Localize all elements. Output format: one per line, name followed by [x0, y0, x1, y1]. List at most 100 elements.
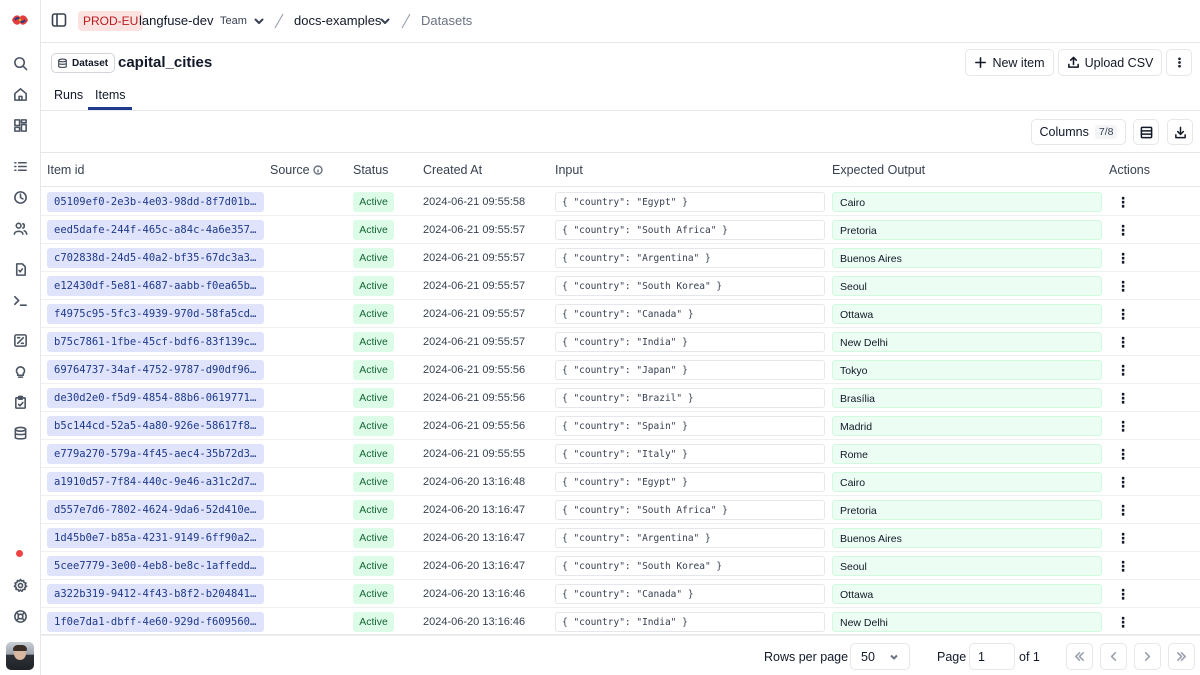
- col-source[interactable]: Source: [270, 163, 323, 177]
- table-row[interactable]: de30d2e0-f5d9-4854-88b6-0619771b8... Acti…: [41, 384, 1200, 412]
- expected-output-cell[interactable]: Ottawa: [832, 584, 1102, 604]
- item-id-cell[interactable]: d557e7d6-7802-4624-9da6-52d410ea5...: [47, 500, 264, 520]
- more-options-button[interactable]: [1166, 49, 1192, 76]
- input-cell[interactable]: { "country": "Egypt" }: [555, 192, 825, 212]
- input-cell[interactable]: { "country": "Argentina" }: [555, 528, 825, 548]
- input-cell[interactable]: { "country": "South Korea" }: [555, 556, 825, 576]
- expected-output-cell[interactable]: Pretoria: [832, 220, 1102, 240]
- table-row[interactable]: f4975c95-5fc3-4939-970d-58fa5cd48... Acti…: [41, 300, 1200, 328]
- sidebar-toggle-icon[interactable]: [51, 12, 69, 30]
- table-row[interactable]: b5c144cd-52a5-4a80-926e-58617f895... Acti…: [41, 412, 1200, 440]
- col-status[interactable]: Status: [353, 163, 389, 177]
- item-id-cell[interactable]: 05109ef0-2e3b-4e03-98dd-8f7d01b61f...: [47, 192, 264, 212]
- row-actions-more-icon[interactable]: ⋮: [1116, 558, 1130, 574]
- rows-per-page-select[interactable]: 50: [850, 643, 910, 670]
- input-cell[interactable]: { "country": "Canada" }: [555, 304, 825, 324]
- item-id-cell[interactable]: 69764737-34af-4752-9787-d90df9616...: [47, 360, 264, 380]
- row-actions-more-icon[interactable]: ⋮: [1116, 222, 1130, 238]
- table-row[interactable]: 1d45b0e7-b85a-4231-9149-6ff90a294... Acti…: [41, 524, 1200, 552]
- expected-output-cell[interactable]: Ottawa: [832, 304, 1102, 324]
- item-id-cell[interactable]: de30d2e0-f5d9-4854-88b6-0619771b8...: [47, 388, 264, 408]
- support-icon[interactable]: [10, 606, 30, 626]
- next-page-button[interactable]: [1134, 643, 1161, 670]
- lightbulb-icon[interactable]: [10, 361, 30, 381]
- table-row[interactable]: a322b319-9412-4f43-b8f2-b20484127f... Act…: [41, 580, 1200, 608]
- expected-output-cell[interactable]: Cairo: [832, 472, 1102, 492]
- expected-output-cell[interactable]: Pretoria: [832, 500, 1102, 520]
- input-cell[interactable]: { "country": "Canada" }: [555, 584, 825, 604]
- expected-output-cell[interactable]: Buenos Aires: [832, 528, 1102, 548]
- item-id-cell[interactable]: c702838d-24d5-40a2-bf35-67dc3a3df...: [47, 248, 264, 268]
- expected-output-cell[interactable]: Tokyo: [832, 360, 1102, 380]
- expected-output-cell[interactable]: New Delhi: [832, 332, 1102, 352]
- col-expected-output[interactable]: Expected Output: [832, 163, 926, 177]
- col-created-at[interactable]: Created At: [423, 163, 483, 177]
- project-name[interactable]: docs-examples: [294, 13, 382, 28]
- item-id-cell[interactable]: a322b319-9412-4f43-b8f2-b20484127f...: [47, 584, 264, 604]
- row-actions-more-icon[interactable]: ⋮: [1116, 390, 1130, 406]
- item-id-cell[interactable]: a1910d57-7f84-440c-9e46-a31c2d7e21...: [47, 472, 264, 492]
- last-page-button[interactable]: [1168, 643, 1195, 670]
- table-row[interactable]: c702838d-24d5-40a2-bf35-67dc3a3df... Acti…: [41, 244, 1200, 272]
- row-actions-more-icon[interactable]: ⋮: [1116, 614, 1130, 630]
- search-icon[interactable]: [10, 53, 30, 73]
- evaluation-icon[interactable]: [10, 330, 30, 350]
- file-icon[interactable]: [10, 259, 30, 279]
- row-actions-more-icon[interactable]: ⋮: [1116, 446, 1130, 462]
- previous-page-button[interactable]: [1100, 643, 1127, 670]
- row-actions-more-icon[interactable]: ⋮: [1116, 306, 1130, 322]
- table-row[interactable]: b75c7861-1fbe-45cf-bdf6-83f139c95539 Acti…: [41, 328, 1200, 356]
- item-id-cell[interactable]: e12430df-5e81-4687-aabb-f0ea65be8a...: [47, 276, 264, 296]
- input-cell[interactable]: { "country": "South Africa" }: [555, 220, 825, 240]
- table-row[interactable]: 05109ef0-2e3b-4e03-98dd-8f7d01b61f... Act…: [41, 188, 1200, 216]
- input-cell[interactable]: { "country": "Spain" }: [555, 416, 825, 436]
- row-actions-more-icon[interactable]: ⋮: [1116, 586, 1130, 602]
- clipboard-icon[interactable]: [10, 392, 30, 412]
- table-row[interactable]: 69764737-34af-4752-9787-d90df9616... Acti…: [41, 356, 1200, 384]
- row-height-button[interactable]: [1133, 119, 1159, 145]
- table-row[interactable]: 1f0e7da1-dbff-4e60-929d-f6095602bb... Act…: [41, 608, 1200, 636]
- download-button[interactable]: [1167, 119, 1193, 145]
- expected-output-cell[interactable]: Rome: [832, 444, 1102, 464]
- expected-output-cell[interactable]: Cairo: [832, 192, 1102, 212]
- row-actions-more-icon[interactable]: ⋮: [1116, 250, 1130, 266]
- input-cell[interactable]: { "country": "Japan" }: [555, 360, 825, 380]
- terminal-icon[interactable]: [10, 290, 30, 310]
- settings-icon[interactable]: [10, 575, 30, 595]
- input-cell[interactable]: { "country": "Argentina" }: [555, 248, 825, 268]
- expected-output-cell[interactable]: Buenos Aires: [832, 248, 1102, 268]
- first-page-button[interactable]: [1066, 643, 1093, 670]
- new-item-button[interactable]: New item: [965, 49, 1054, 76]
- item-id-cell[interactable]: b5c144cd-52a5-4a80-926e-58617f895...: [47, 416, 264, 436]
- item-id-cell[interactable]: b75c7861-1fbe-45cf-bdf6-83f139c95539: [47, 332, 264, 352]
- expected-output-cell[interactable]: New Delhi: [832, 612, 1102, 632]
- project-chevron-down-icon[interactable]: [379, 15, 391, 27]
- row-actions-more-icon[interactable]: ⋮: [1116, 362, 1130, 378]
- tab-runs[interactable]: Runs: [54, 88, 84, 102]
- input-cell[interactable]: { "country": "India" }: [555, 612, 825, 632]
- col-item-id[interactable]: Item id: [47, 163, 85, 177]
- item-id-cell[interactable]: 5cee7779-3e00-4eb8-be8c-1affedd524...: [47, 556, 264, 576]
- home-icon[interactable]: [10, 84, 30, 104]
- upload-csv-button[interactable]: Upload CSV: [1058, 49, 1162, 76]
- input-cell[interactable]: { "country": "Brazil" }: [555, 388, 825, 408]
- expected-output-cell[interactable]: Seoul: [832, 556, 1102, 576]
- input-cell[interactable]: { "country": "India" }: [555, 332, 825, 352]
- row-actions-more-icon[interactable]: ⋮: [1116, 278, 1130, 294]
- input-cell[interactable]: { "country": "South Africa" }: [555, 500, 825, 520]
- columns-button[interactable]: Columns 7/8: [1031, 119, 1126, 145]
- avatar[interactable]: [6, 642, 34, 670]
- list-icon[interactable]: [10, 156, 30, 176]
- page-number-input[interactable]: [969, 643, 1015, 670]
- expected-output-cell[interactable]: Brasília: [832, 388, 1102, 408]
- col-input[interactable]: Input: [555, 163, 583, 177]
- clock-icon[interactable]: [10, 187, 30, 207]
- input-cell[interactable]: { "country": "Italy" }: [555, 444, 825, 464]
- langfuse-logo[interactable]: [11, 13, 29, 27]
- table-row[interactable]: e12430df-5e81-4687-aabb-f0ea65be8a... Act…: [41, 272, 1200, 300]
- database-icon[interactable]: [10, 423, 30, 443]
- row-actions-more-icon[interactable]: ⋮: [1116, 530, 1130, 546]
- dashboard-icon[interactable]: [10, 115, 30, 135]
- breadcrumb-datasets[interactable]: Datasets: [421, 13, 473, 28]
- row-actions-more-icon[interactable]: ⋮: [1116, 502, 1130, 518]
